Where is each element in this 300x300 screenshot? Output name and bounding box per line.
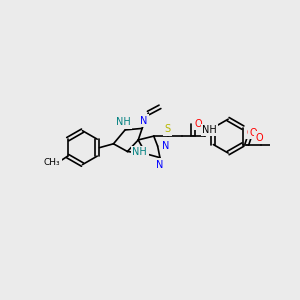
Text: N: N <box>156 160 164 170</box>
Text: NH: NH <box>202 125 217 135</box>
Text: N: N <box>140 116 147 126</box>
Text: CH₃: CH₃ <box>44 158 61 167</box>
Text: O: O <box>249 128 257 138</box>
Text: O: O <box>255 133 263 142</box>
Text: NH: NH <box>116 117 131 127</box>
Text: N: N <box>162 141 169 151</box>
Text: O: O <box>247 128 254 138</box>
Text: NH: NH <box>132 147 147 157</box>
Text: S: S <box>165 124 171 134</box>
Text: O: O <box>195 119 202 129</box>
